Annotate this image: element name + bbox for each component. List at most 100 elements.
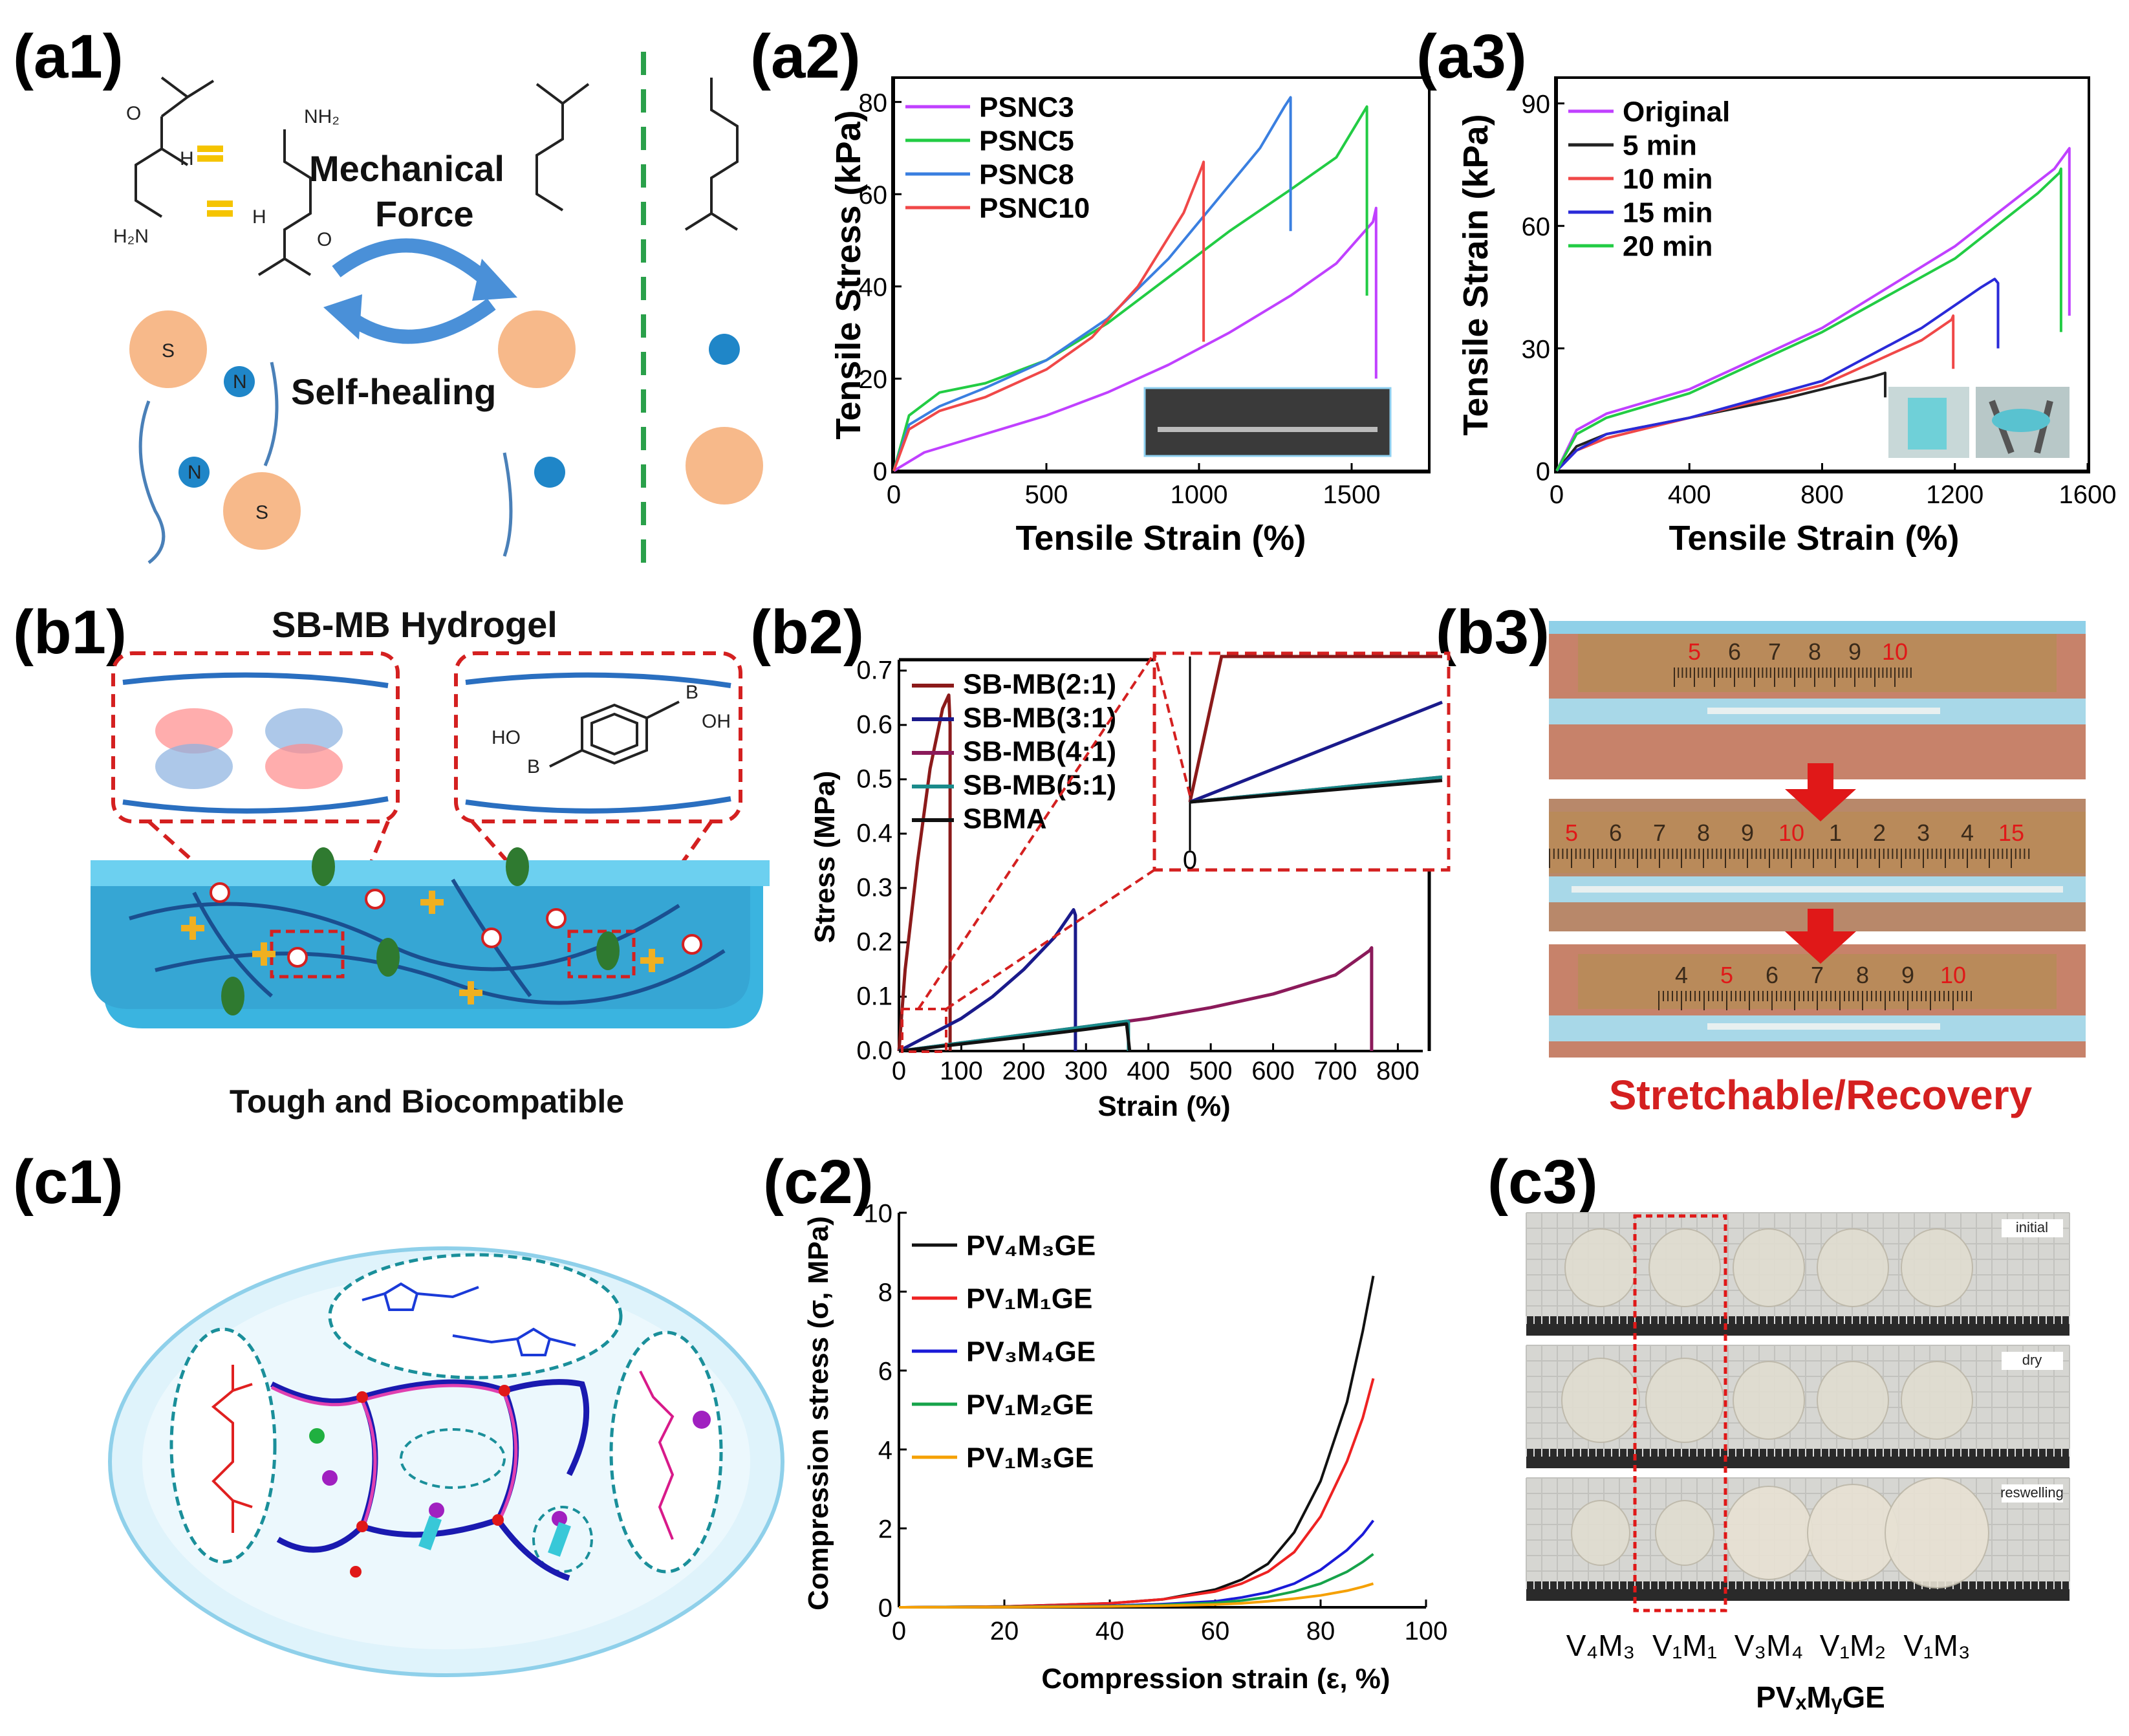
b3-ruler-number: 6	[1766, 962, 1778, 988]
c2-x-tick-label: 100	[1405, 1617, 1448, 1645]
a1-mechanical-force-label: Mechanical	[309, 148, 504, 189]
b2-y-tick-label: 0.1	[856, 982, 892, 1011]
b2-y-tick-label: 0.4	[856, 819, 892, 847]
a2-chart: 0 500 1000 1500 0 20 40 60 80 PSNC3PSNC5PSNC8PSNC…	[859, 79, 1428, 509]
c3-state-label: initial	[2016, 1219, 2048, 1235]
a2-series-line-2	[892, 105, 1368, 472]
b3-ruler-number: 5	[1688, 638, 1701, 665]
a1-arrowhead	[472, 259, 517, 301]
c2-ylabel: Compression stress (σ, MPa)	[803, 1216, 834, 1611]
b3-ruler-number: 3	[1917, 819, 1930, 846]
b3-ruler-number: 8	[1697, 819, 1710, 846]
b2-xlabel: Strain (%)	[1097, 1090, 1230, 1122]
c2-y-tick-label: 2	[878, 1515, 892, 1544]
b2-y-tick-label: 0.7	[856, 656, 892, 684]
b1-boronic-label-left: HO	[492, 727, 521, 748]
c3-sample-disc	[1817, 1228, 1889, 1307]
b2-legend-label: SBMA	[963, 803, 1047, 835]
a2-xlabel: Tensile Strain (%)	[1015, 519, 1306, 558]
b2-x-tick-label: 800	[1376, 1057, 1420, 1085]
a2-legend-label: PSNC8	[979, 158, 1074, 190]
c2-x-tick-label: 60	[1201, 1617, 1230, 1645]
a1-ammonium-circle	[709, 334, 740, 365]
b2-x-tick-label: 700	[1314, 1057, 1357, 1085]
a2-y-tick-label: 0	[873, 458, 887, 486]
a1-ammonium-circle	[178, 457, 210, 488]
panel-label-b3: (b3)	[1436, 598, 1550, 667]
a1-arrowhead	[323, 294, 362, 340]
c3-sample-labels: V₄M₃ V₁M₁ V₃M₄ V₁M₂ V₁M₃	[1566, 1629, 1971, 1662]
a1-hbond-mark	[207, 201, 233, 207]
a1-sulfonate-circle	[129, 310, 207, 388]
a3-y-tick-label: 60	[1522, 213, 1551, 241]
c3-sample-disc	[1648, 1228, 1721, 1307]
a3-x-tick-label: 0	[1550, 481, 1564, 509]
b2-x-tick-label: 400	[1127, 1057, 1170, 1085]
c3-sample-label: V₃M₄	[1735, 1629, 1804, 1662]
c2-legend-label: PV₁M₁GE	[966, 1283, 1092, 1314]
c3-sample-disc	[1724, 1486, 1813, 1580]
a1-ammonium-circle	[224, 366, 255, 397]
b3-ruler-1: 5 6 7 8 9 10	[1674, 638, 1912, 687]
a1-arrow-forward	[332, 238, 497, 290]
b1-boronic-label-right: OH	[702, 711, 731, 732]
c3-sample-grid: initial dry reswelling	[1526, 1212, 2070, 1601]
b3-ruler-2: 5 6 7 8 9 10 1 2 3 4 15	[1549, 819, 2030, 868]
b2-series-line-5	[898, 1022, 1132, 1053]
c3-state-label: dry	[2022, 1352, 2042, 1368]
c3-state-tag	[2002, 1219, 2063, 1237]
b3-ruler-number: 7	[1811, 962, 1824, 988]
a1-sulfonate-circle	[686, 427, 763, 505]
c3-sample-disc	[1885, 1477, 1989, 1589]
c3-sample-disc	[1733, 1361, 1805, 1440]
b1-boron-label-right: B	[686, 682, 698, 703]
a1-atom-h2n: H₂N	[113, 226, 149, 247]
b3-ruler-number: 4	[1675, 962, 1688, 988]
a1-hbond-mark	[207, 210, 233, 217]
c3-sample-label: V₄M₃	[1566, 1629, 1636, 1662]
b3-ruler-number: 9	[1741, 819, 1754, 846]
a1-self-healing-label: Self-healing	[291, 371, 496, 412]
a2-ylabel: Tensile Stress (kPa)	[829, 110, 868, 439]
a2-legend-label: PSNC3	[979, 91, 1074, 123]
c2-x-tick-label: 40	[1096, 1617, 1125, 1645]
b3-ruler-number: 9	[1848, 638, 1861, 665]
b2-x-tick-label: 600	[1251, 1057, 1295, 1085]
c2-series-line-3	[898, 1519, 1375, 1609]
b2-x-tick-label: 0	[892, 1057, 906, 1085]
a1-hbond-mark	[197, 146, 223, 152]
b3-ruler-number: 10	[1882, 638, 1908, 665]
a2-series-line-1	[892, 206, 1378, 472]
c2-series-line-5	[898, 1582, 1374, 1609]
b2-series-line-3	[898, 946, 1374, 1053]
c3-sample-label: V₁M₂	[1820, 1629, 1886, 1662]
b2-y-tick-label: 0.6	[856, 710, 892, 739]
b2-legend-label: SB-MB(3:1)	[963, 702, 1116, 734]
a2-x-tick-label: 1500	[1323, 481, 1381, 509]
b2-legend-label: SB-MB(5:1)	[963, 770, 1116, 801]
c2-series-line-2	[898, 1378, 1375, 1609]
a1-atom-s1: S	[162, 340, 175, 362]
a2-series-line-4	[892, 160, 1205, 472]
b2-zoom-region	[901, 1008, 947, 1053]
b3-photos: 5 6 7 8 9 10 5 6 7 8 9 10 1 2 3 4 15 4 5 6 7 8 9 10 Stretchab…	[1549, 621, 2086, 1118]
a1-sulfonate-circle	[223, 472, 301, 550]
a1-hbond-mark	[197, 155, 223, 162]
a1-right-molecule	[535, 78, 739, 231]
b2-legend-label: SB-MB(2:1)	[963, 669, 1116, 700]
b3-ruler-number: 15	[1998, 819, 2024, 846]
panel-label-b2: (b2)	[750, 598, 864, 667]
a3-series-line-4	[1555, 277, 2000, 472]
c2-y-tick-label: 0	[878, 1594, 892, 1623]
c2-legend-label: PV₁M₃GE	[966, 1442, 1094, 1473]
b2-inset-box	[1152, 651, 1451, 872]
b2-x-tick-label: 200	[1002, 1057, 1045, 1085]
c2-x-tick-label: 20	[990, 1617, 1019, 1645]
c1-diagram	[108, 1246, 784, 1677]
a2-legend-label: PSNC10	[979, 192, 1090, 224]
a3-xlabel: Tensile Strain (%)	[1669, 519, 1959, 558]
b3-ruler-number: 2	[1873, 819, 1886, 846]
b3-ruler-number: 8	[1808, 638, 1821, 665]
